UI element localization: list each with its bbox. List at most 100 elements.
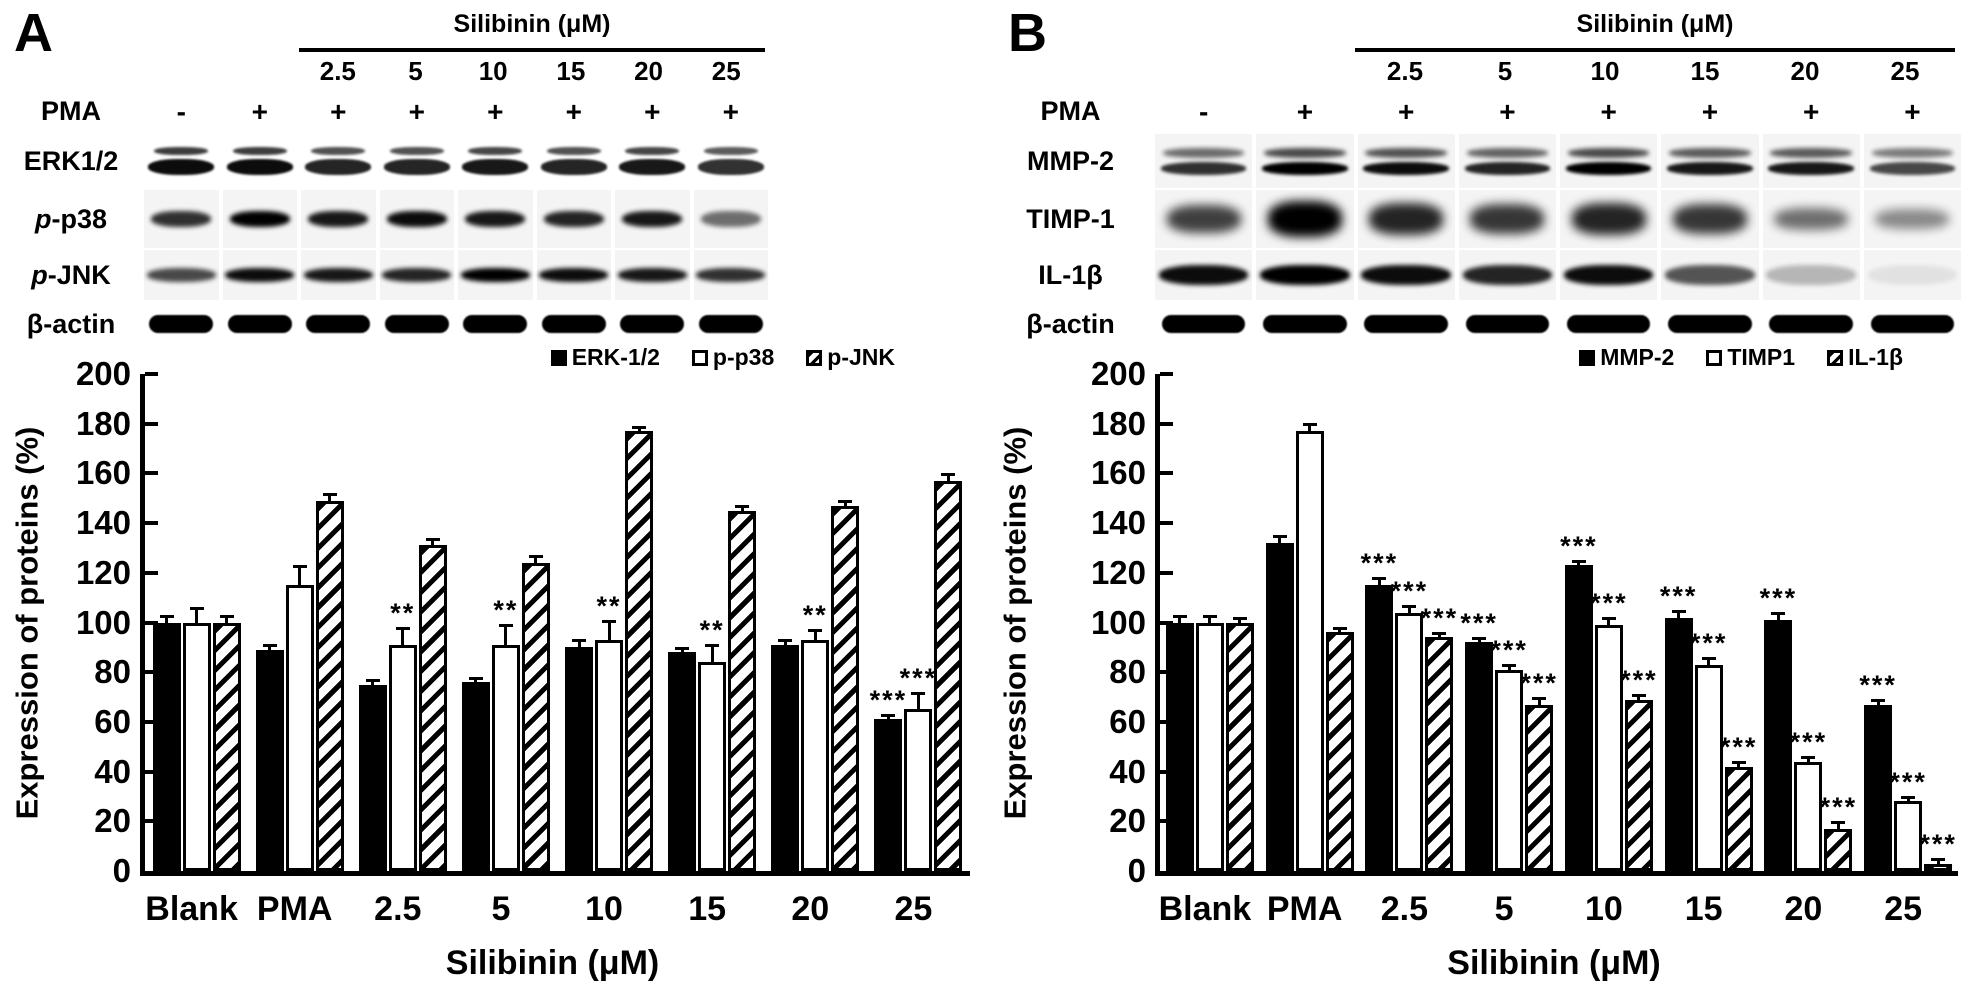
error-bar-cap [1472,636,1487,640]
blot-lane [1560,302,1657,346]
protein-band [1867,265,1958,285]
error-bar [1178,617,1182,623]
error-bar-cap [1332,626,1347,630]
y-tick-label: 120 [1090,553,1146,591]
chart-legend: ERK-1/2 p-p38 p-JNK [550,344,895,371]
protein-band [1260,265,1350,285]
pma-plus-sign: + [1701,96,1719,127]
x-category-label: 15 [1684,890,1723,928]
protein-band [465,211,526,227]
error-bar-cap [778,639,793,643]
error-bar-cap [1372,577,1387,581]
significance-marker: *** [869,684,908,715]
protein-band [311,147,366,155]
bar-IL-1β-5 [1525,704,1554,871]
significance-marker: *** [1520,667,1558,698]
bar-IL-1β-Blank [1225,622,1254,871]
error-bar [534,557,538,563]
pma-plus-sign: + [408,96,425,127]
protein-band [1770,147,1852,158]
error-bar [371,682,375,685]
blot-lane [458,134,533,188]
protein-band [308,211,369,227]
protein-band [226,159,293,175]
protein-band [622,211,683,227]
protein-band [1262,161,1348,175]
bar-p-p38-2.5 [388,644,417,871]
blot-lane [223,134,298,188]
protein-band [303,268,373,282]
blot-lane [615,302,690,346]
protein-band [389,147,444,155]
error-bar-cap [1901,795,1916,799]
pma-plus-sign: + [1397,96,1415,127]
blot-row-p38: p-p38 [0,190,770,248]
y-axis-tick [145,570,158,575]
error-bar [195,610,199,623]
blot-lane [1560,134,1658,188]
pma-plus-sign: + [251,96,268,127]
blot-row-timp1: TIMP-1 [988,190,1963,248]
legend-item: p-p38 [691,344,775,371]
x-category-label: 2.5 [374,890,422,928]
bar-MMP-2-PMA [1265,542,1294,871]
error-bar-cap [1831,820,1846,824]
error-bar [1377,580,1381,586]
blot-row-label: MMP-2 [1027,145,1114,176]
concentration-labels: 2.5 5 10 15 20 25 [299,56,765,90]
y-tick-label: 100 [1090,603,1146,641]
y-tick-label: 200 [75,355,131,392]
significance-marker: *** [1759,583,1798,614]
concentration-label: 20 [634,56,663,86]
error-bar-cap [1631,694,1646,698]
error-bar [165,617,169,623]
error-bar-cap [941,472,956,476]
error-bar [637,428,641,432]
chart-legend: MMP-2 TIMP1 IL-1β [1579,344,1903,371]
protein-band [229,211,290,227]
legend-label: p-JNK [827,344,895,370]
blot-bands [1153,190,1963,248]
significance-marker: *** [1889,766,1927,797]
error-bar [740,508,744,511]
bar-TIMP1-25 [1894,801,1923,871]
panel-A-label: A [14,3,53,63]
significance-marker: *** [1789,727,1828,758]
bar-ERK-1/2-15 [668,652,697,871]
blot-bands [1153,250,1963,300]
protein-band [1466,147,1549,158]
protein-band [700,211,761,227]
significance-marker: *** [1819,791,1858,822]
y-axis-tick [145,819,158,824]
y-axis-tick [145,372,158,376]
bar-p-JNK-10 [625,431,654,871]
legend-label: TIMP1 [1727,344,1796,370]
blot-lane [1863,134,1961,188]
blot-lane [1155,190,1253,248]
legend-item: MMP-2 [1579,344,1674,371]
y-axis-tick [145,670,158,675]
silibinin-header-zone: Silibinin (μM) [1355,8,1955,52]
y-tick-label: 140 [1090,504,1146,542]
bar-TIMP1-20 [1794,761,1823,871]
legend-item: p-JNK [806,344,895,371]
error-bar [328,495,332,501]
bar-TIMP1-2.5 [1395,612,1424,871]
y-tick-label: 180 [75,404,131,442]
significance-marker: *** [1590,588,1628,619]
y-tick-label: 20 [1109,802,1146,840]
pma-row: PMA - + + + + + + + [988,96,1963,132]
y-axis-title: Expression of proteins (%) [9,426,45,819]
y-tick-label: 140 [75,504,131,542]
error-bar [1607,620,1611,625]
pma-plus-sign: + [330,96,347,127]
error-bar-cap [602,619,617,623]
bar-p-JNK-25 [934,480,963,871]
legend-label: p-p38 [712,344,775,370]
pma-row: PMA - + + + + + + + [0,96,770,132]
protein-band [1158,265,1249,285]
error-bar-cap [322,492,337,496]
blot-lane [615,250,690,300]
protein-band [1668,315,1752,333]
